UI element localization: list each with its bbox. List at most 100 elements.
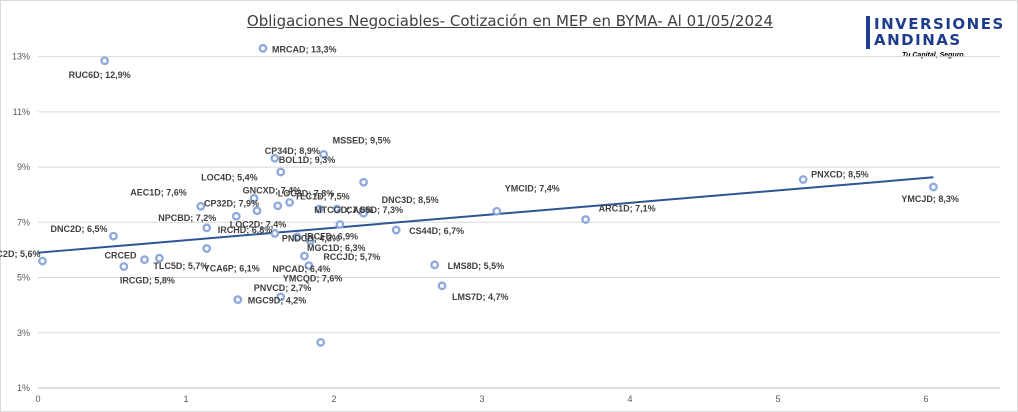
data-label: ARC1D; 7,1% [599,204,656,214]
data-point [391,225,401,235]
data-point [581,215,590,224]
data-point [314,204,324,214]
data-point [270,153,280,163]
data-label: PNDCD; 4,3% [282,234,340,244]
y-tick-label: 11% [13,107,30,117]
data-point [100,56,110,66]
data-point [292,232,302,242]
brand-logo: INVERSIONES ANDINAS Tu Capital, Seguro [862,13,1003,63]
data-label: MTCGD; 7,5% [314,205,373,215]
data-label: LOC2D; 7,4% [230,219,287,229]
data-point [285,198,294,207]
data-label: AEC1D; 7,6% [130,187,187,197]
data-point [430,260,440,270]
trendline [37,176,934,254]
data-label: CS44D; 6,7% [409,226,464,236]
logo-line-1: INVERSIONES [874,15,1005,33]
x-tick-label: 3 [479,394,484,404]
data-point [233,295,243,305]
data-point [305,236,315,246]
data-point [273,201,283,211]
data-point [119,262,129,271]
data-label: YMCJD; 8,3% [901,194,959,204]
data-point [316,338,326,347]
data-label: IRCFD; 6,9% [305,231,359,241]
data-label: TLC5D; 5,7% [153,261,208,271]
logo-tagline: Tu Capital, Seguro [902,52,964,59]
data-label: RCCJD; 5,7% [323,252,380,262]
data-point [335,220,345,229]
data-point [304,261,314,271]
data-point [319,149,329,159]
y-tick-label: 1% [17,383,30,393]
data-point [359,208,368,218]
data-label: DNC2D; 6,5% [50,224,107,234]
data-point [359,177,368,187]
x-tick-label: 4 [627,394,632,404]
gridlines [38,56,1000,389]
data-label: LOC4D; 5,4% [201,172,258,182]
x-tick-label: 0 [35,394,40,404]
y-tick-label: 9% [17,162,30,172]
y-tick-label: 13% [12,52,30,62]
data-point [231,211,241,221]
data-labels: CAC2D; 5,6% DNC2D; 6,5% CRCED IRCGD; 5,8% TL… [0,44,959,305]
data-point [154,253,164,263]
data-point [437,281,447,291]
data-point [258,43,268,53]
data-point [202,244,212,253]
data-points [38,43,938,347]
y-tick-label: 3% [17,328,30,338]
data-label: PNVCD; 2,7% [254,283,312,293]
data-label: LOC3D; 7,8% [278,189,335,199]
data-point [252,206,262,216]
x-tick-label: 5 [775,394,780,404]
data-point [202,223,212,233]
x-axis-ticks: 0 1 2 3 4 5 6 [35,394,928,404]
data-label: LMS8D; 5,5% [448,261,505,271]
data-label: NPCAD; 6,4% [272,264,330,274]
data-label: CAC2D; 5,6% [0,249,40,259]
data-point [38,256,47,266]
data-label: CAC5D; 7,3% [346,205,403,215]
data-label: GNCXD; 7,4% [243,185,302,195]
data-label: PNXCD; 8,5% [811,170,869,180]
data-label: CRCED [105,251,138,261]
trendline-layer [37,176,934,254]
data-point [196,201,206,211]
y-axis-ticks: 1% 3% 5% 7% 9% 11% 13% [12,52,30,393]
x-tick-label: 2 [331,394,336,404]
data-label: YMCID; 7,4% [505,183,560,193]
data-point [332,204,342,214]
data-point [929,182,938,192]
data-label: IRCGD; 5,8% [120,275,175,285]
logo-line-2: ANDINAS [874,31,962,49]
data-label: YCA6P; 6,1% [204,264,260,274]
data-label: DNC3D; 8,5% [382,195,439,205]
data-point [140,255,149,264]
data-label: YMCQD; 7,6% [283,274,343,284]
data-label: CP34D; 8,9% [265,146,320,156]
data-label: IRCHD; 6,8% [218,225,273,235]
data-point [270,228,280,238]
x-tick-label: 1 [183,394,188,404]
data-label: TLC1D; 7,5% [295,191,350,201]
chart-title: Obligaciones Negociables- Cotización en … [246,12,774,30]
data-point [276,292,286,302]
data-label: BOL1D; 9,3% [279,155,336,165]
data-label: MSSED; 9,5% [333,135,391,145]
logo-bar-icon [866,16,870,49]
data-label: MRCAD; 13,3% [272,44,337,54]
data-label: LMS7D; 4,7% [452,292,509,302]
data-label: CP32D; 7,9% [204,199,259,209]
data-label: NPCBD; 7,2% [158,213,216,223]
y-tick-label: 7% [17,217,30,227]
data-label: RUC6D; 12,9% [69,70,131,80]
data-label: MGC9D; 4,2% [248,296,307,306]
data-point [492,206,502,216]
data-label: MGC1D; 6,3% [307,243,366,253]
data-point [109,231,118,241]
data-point [798,175,808,184]
